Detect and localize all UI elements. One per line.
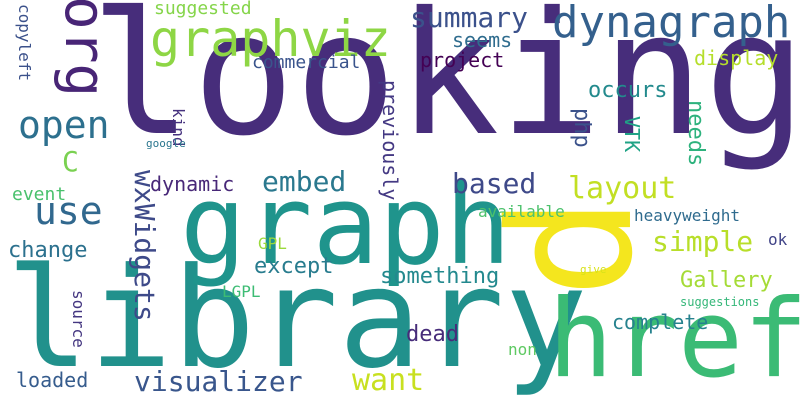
word-commercial: commercial [252,54,360,72]
word-layout: layout [568,174,676,204]
word-dynagraph: dynagraph [552,1,790,45]
word-event: event [12,186,66,204]
word-change: change [8,240,87,262]
word-something: something [380,266,499,288]
word-heavyweight: heavyweight [634,208,740,224]
word-GPL: GPL [258,236,287,252]
word-needs: needs [684,100,706,166]
word-project: project [420,50,504,70]
word-copyleft: copyleft [16,4,32,81]
word-C: C [62,148,79,176]
word-non: non [508,342,537,358]
word-available: available [478,204,565,220]
word-want: want [352,366,424,396]
word-org: org [56,0,112,97]
word-VTK: VTK [622,116,642,152]
word-give: give [580,264,607,275]
word-previously: previously [380,80,400,200]
word-source: source [70,290,86,348]
word-visualizer: visualizer [134,368,303,396]
word-except: except [254,256,333,278]
word-occurs: occurs [588,80,667,102]
word-open: open [18,106,110,144]
word-display: display [694,48,778,68]
word-google: google [146,138,186,149]
word-ok: ok [768,232,787,248]
word-complete: complete [612,312,708,332]
word-dead: dead [406,324,459,346]
word-simple: simple [652,228,753,256]
word-Gallery: Gallery [680,270,773,292]
word-seems: seems [452,30,512,50]
word-suggested: suggested [154,0,252,18]
word-based: based [452,170,536,198]
word-LGPL: LGPL [222,284,261,300]
word-embed: embed [262,168,346,196]
word-href: href [548,286,800,394]
word-suggestions: suggestions [680,296,759,308]
word-php: php [570,108,592,148]
word-dynamic: dynamic [150,174,234,194]
word-loaded: loaded [16,370,88,390]
